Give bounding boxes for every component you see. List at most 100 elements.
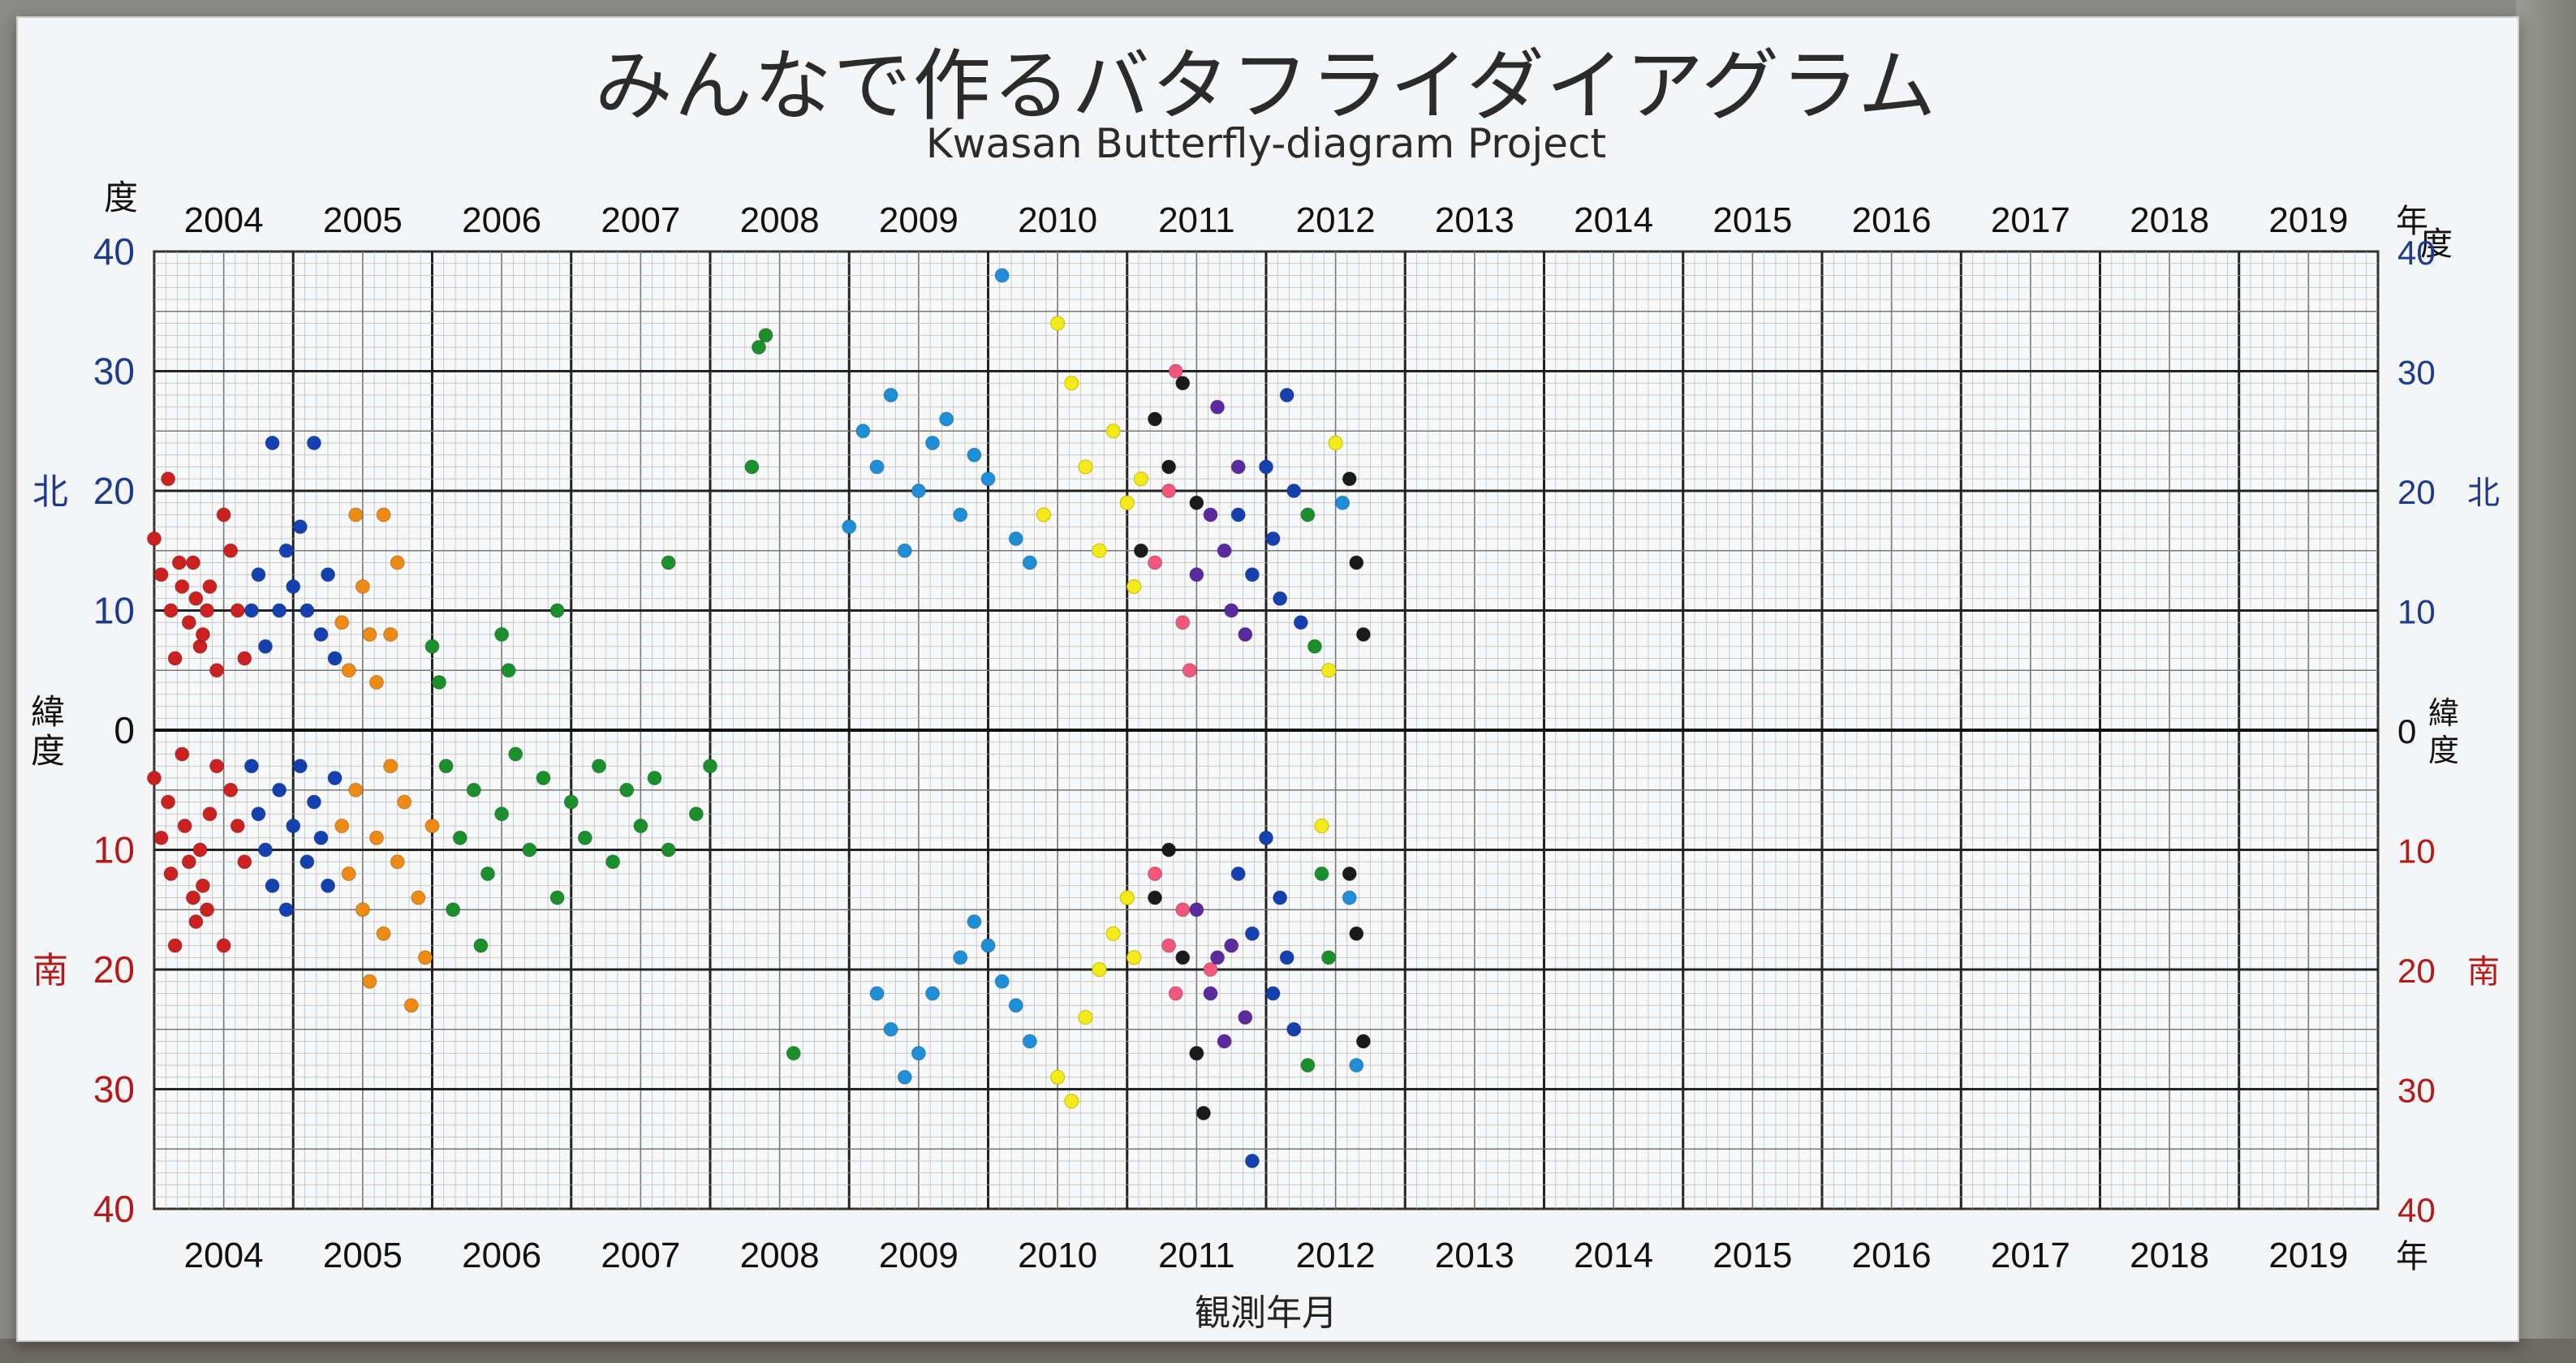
y-tick-label-left: 40	[93, 1188, 135, 1230]
data-point-darkblue	[313, 627, 329, 642]
data-point-green	[647, 771, 662, 785]
data-point-cyan	[994, 268, 1010, 283]
point-layer	[147, 268, 1371, 1168]
data-point-darkblue	[251, 806, 266, 822]
data-point-orange	[397, 794, 412, 810]
data-point-red	[174, 746, 190, 762]
data-point-red	[181, 615, 196, 630]
data-point-red	[202, 579, 218, 594]
data-point-darkblue	[265, 436, 280, 450]
data-point-pink	[1168, 986, 1183, 1001]
data-point-cyan	[855, 424, 871, 439]
y-tick-label-left: 30	[93, 1068, 135, 1111]
data-point-green	[1307, 639, 1322, 654]
data-point-cyan	[953, 950, 968, 965]
data-point-orange	[334, 819, 350, 833]
data-point-red	[230, 819, 245, 833]
data-point-cyan	[1008, 998, 1023, 1013]
data-point-orange	[390, 555, 405, 570]
background-wall	[2516, 0, 2576, 1363]
x-tick-label-bottom: 2013	[1435, 1236, 1514, 1275]
data-point-red	[200, 603, 215, 618]
data-point-cyan	[869, 459, 885, 475]
data-point-green	[1314, 866, 1329, 881]
data-point-darkblue	[251, 567, 266, 583]
data-point-red	[209, 759, 225, 774]
data-point-black	[1148, 411, 1162, 427]
data-point-darkblue	[272, 603, 287, 618]
data-point-green	[577, 830, 592, 845]
year-unit-bottom: 年	[2396, 1239, 2428, 1275]
data-point-darkblue	[1230, 507, 1246, 522]
data-point-red	[237, 854, 252, 870]
data-point-purple	[1230, 459, 1246, 475]
data-point-yellow	[1105, 926, 1121, 941]
data-point-yellow	[1036, 507, 1051, 522]
data-point-darkblue	[1259, 459, 1273, 475]
x-tick-label-bottom: 2004	[184, 1236, 264, 1275]
y-tick-label-left: 10	[93, 590, 135, 632]
data-point-cyan	[897, 543, 912, 558]
chart-title: みんなで作るバタフライダイアグラム	[594, 41, 1938, 131]
y-tick-label-left: 20	[93, 948, 135, 991]
data-point-purple	[1217, 1034, 1232, 1049]
background-floor	[0, 1339, 2576, 1363]
x-tick-label-top: 2017	[1991, 200, 2070, 240]
data-point-darkblue	[243, 759, 259, 774]
data-point-darkblue	[286, 579, 301, 594]
data-point-pink	[1175, 615, 1191, 630]
data-point-darkblue	[278, 902, 294, 918]
data-point-cyan	[869, 986, 885, 1001]
data-point-yellow	[1064, 376, 1079, 391]
data-point-orange	[362, 627, 377, 642]
y-tick-label-right: 20	[2397, 473, 2436, 511]
x-tick-label-bottom: 2008	[740, 1236, 820, 1275]
data-point-red	[153, 567, 169, 583]
data-point-red	[185, 555, 200, 570]
data-point-pink	[1203, 962, 1218, 977]
data-point-yellow	[1092, 962, 1107, 977]
data-point-pink	[1182, 663, 1197, 678]
chart-subtitle: Kwasan Butterfly-diagram Project	[925, 120, 1607, 167]
data-point-red	[223, 543, 239, 558]
y-tick-label-right: 40	[2397, 1191, 2436, 1229]
y-tick-label-right: 20	[2397, 952, 2436, 990]
data-point-red	[147, 771, 162, 785]
y-tick-label-left: 0	[114, 709, 135, 751]
data-point-cyan	[842, 519, 857, 535]
y-tick-label-left: 10	[93, 829, 135, 871]
north-label-left: 北	[32, 472, 68, 512]
data-point-green	[1321, 950, 1337, 965]
data-point-orange	[390, 854, 405, 870]
data-point-green	[563, 794, 579, 810]
data-point-cyan	[939, 411, 954, 427]
x-tick-label-bottom: 2011	[1158, 1236, 1235, 1275]
data-point-yellow	[1064, 1094, 1079, 1109]
data-point-green	[661, 555, 676, 570]
data-point-green	[452, 830, 467, 845]
data-point-cyan	[967, 914, 982, 929]
data-point-darkblue	[258, 842, 273, 858]
data-point-yellow	[1119, 495, 1135, 510]
data-point-green	[549, 603, 565, 618]
data-point-yellow	[1321, 663, 1337, 678]
x-tick-label-top: 2019	[2268, 200, 2348, 240]
data-point-darkblue	[313, 830, 329, 845]
data-point-cyan	[897, 1069, 912, 1085]
data-point-green	[661, 842, 676, 858]
y-tick-label-right: 10	[2397, 832, 2436, 871]
data-point-darkblue	[327, 651, 342, 666]
data-point-darkblue	[1286, 1021, 1302, 1037]
data-point-darkblue	[1259, 830, 1273, 845]
y-tick-label-left: 40	[93, 230, 135, 273]
data-point-purple	[1189, 567, 1204, 583]
x-tick-label-bottom: 2014	[1574, 1236, 1653, 1275]
north-label-right: 北	[2467, 475, 2500, 511]
y-tick-label-right: 40	[2397, 234, 2436, 272]
data-point-green	[501, 663, 516, 678]
data-point-darkblue	[299, 854, 315, 870]
data-point-red	[216, 507, 231, 522]
x-tick-label-top: 2011	[1158, 200, 1235, 240]
data-point-green	[1300, 507, 1316, 522]
data-point-darkblue	[258, 639, 273, 654]
